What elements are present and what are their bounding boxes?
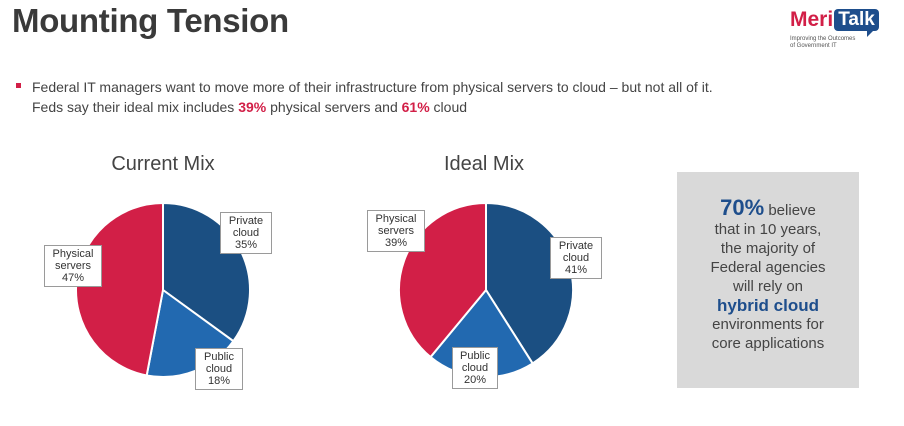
bullet-line-2: Feds say their ideal mix includes 39% ph… <box>16 97 876 117</box>
current-physical-servers-label: Physical servers 47% <box>44 245 102 287</box>
current-public-cloud-name: Public cloud <box>204 351 234 375</box>
current-mix-title: Current Mix <box>111 153 215 175</box>
callout-emphasis: hybrid cloud <box>717 296 819 315</box>
current-private-cloud-value: 35% <box>234 239 258 251</box>
ideal-public-cloud-label: Public cloud 20% <box>452 347 498 389</box>
logo-talk-bubble: Talk <box>834 8 879 37</box>
current-private-cloud-label: Private cloud 35% <box>220 212 272 254</box>
callout-line-7: environments for <box>712 316 824 333</box>
ideal-private-cloud-value: 41% <box>564 264 588 276</box>
meritalk-logo: Meri Talk Improving the Outcomes of Gove… <box>790 7 886 51</box>
logo-tagline: Improving the Outcomes of Government IT <box>790 36 882 50</box>
bullet-line2-pre: Feds say their ideal mix includes <box>32 99 239 115</box>
hybrid-cloud-callout: 70% believe that in 10 years, the majori… <box>677 172 859 388</box>
ideal-mix-title: Ideal Mix <box>443 153 525 175</box>
callout-stat-suffix: believe <box>764 202 816 219</box>
ideal-public-cloud-value: 20% <box>463 374 487 386</box>
current-physical-servers-slice <box>74 201 164 377</box>
callout-line-5: will rely on <box>732 278 804 295</box>
bullet-line2-post: cloud <box>429 99 468 115</box>
logo-meri-text: Meri <box>790 8 834 31</box>
current-public-cloud-label: Public cloud 18% <box>195 348 243 390</box>
logo-tagline-line1: Improving the Outcomes <box>790 36 856 42</box>
callout-stat: 70% <box>720 195 765 220</box>
ideal-physical-servers-name: Physical servers <box>375 213 417 237</box>
current-public-cloud-value: 18% <box>207 375 231 387</box>
current-physical-servers-name: Physical servers <box>52 248 94 272</box>
ideal-private-cloud-name: Private cloud <box>558 240 594 264</box>
callout-line-8: core applications <box>711 335 825 352</box>
callout-line-3: the majority of <box>720 240 816 257</box>
ideal-physical-servers-value: 39% <box>384 237 408 249</box>
ideal-private-cloud-label: Private cloud 41% <box>550 237 602 279</box>
bullet-line2-mid: physical servers and <box>266 99 402 115</box>
logo-tagline-line2: of Government IT <box>790 43 837 49</box>
current-private-cloud-name: Private cloud <box>228 215 264 239</box>
callout-line-2: that in 10 years, <box>714 221 822 238</box>
callout-line-4: Federal agencies <box>710 259 826 276</box>
callout-line-1: 70% believe <box>677 195 859 220</box>
physical-pct-highlight: 39% <box>238 99 267 115</box>
current-physical-servers-value: 47% <box>61 272 85 284</box>
ideal-physical-servers-label: Physical servers 39% <box>367 210 425 252</box>
ideal-public-cloud-name: Public cloud <box>460 350 490 374</box>
page-title: Mounting Tension <box>12 2 289 39</box>
summary-bullet: Federal IT managers want to move more of… <box>16 77 876 117</box>
bullet-marker-icon <box>16 83 21 88</box>
bullet-line-1: Federal IT managers want to move more of… <box>32 79 713 95</box>
cloud-pct-highlight: 61% <box>401 99 430 115</box>
